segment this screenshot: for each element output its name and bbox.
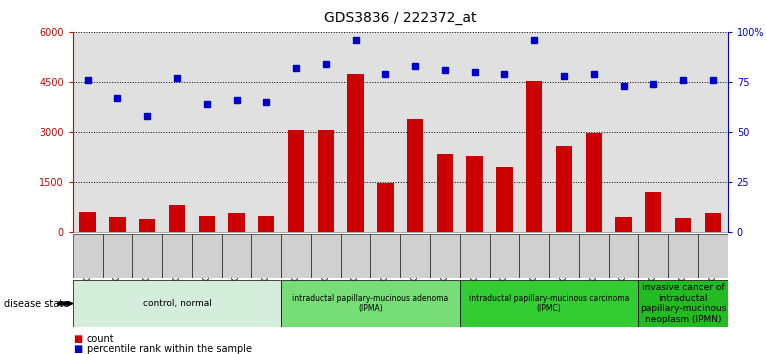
Bar	[489, 234, 519, 278]
Bar	[281, 280, 460, 327]
Text: percentile rank within the sample: percentile rank within the sample	[87, 344, 251, 354]
Text: invasive cancer of
intraductal
papillary-mucinous
neoplasm (IPMN): invasive cancer of intraductal papillary…	[640, 284, 726, 324]
Bar	[348, 74, 364, 232]
Bar	[705, 212, 721, 232]
Bar	[437, 154, 453, 232]
Text: ■: ■	[73, 344, 82, 354]
Bar	[169, 205, 185, 232]
Bar	[638, 234, 668, 278]
Bar	[496, 167, 512, 232]
Bar	[668, 234, 698, 278]
Bar	[556, 146, 572, 232]
Text: count: count	[87, 334, 114, 344]
Bar	[675, 218, 691, 232]
Bar	[80, 212, 96, 232]
Bar	[460, 280, 638, 327]
Bar	[526, 81, 542, 232]
Text: disease state: disease state	[4, 298, 69, 309]
Bar	[609, 234, 638, 278]
Bar	[221, 234, 251, 278]
Text: control, normal: control, normal	[142, 299, 211, 308]
Bar	[288, 130, 304, 232]
Bar	[645, 192, 662, 232]
Bar	[228, 213, 244, 232]
Text: intraductal papillary-mucinous carcinoma
(IPMC): intraductal papillary-mucinous carcinoma…	[469, 294, 630, 313]
Bar	[73, 280, 281, 327]
Bar	[318, 130, 334, 232]
Bar	[549, 234, 579, 278]
Bar	[281, 234, 311, 278]
Bar	[407, 119, 424, 232]
Bar	[371, 234, 401, 278]
Text: intraductal papillary-mucinous adenoma
(IPMA): intraductal papillary-mucinous adenoma (…	[293, 294, 449, 313]
Bar	[460, 234, 489, 278]
Text: GDS3836 / 222372_at: GDS3836 / 222372_at	[324, 11, 476, 25]
Bar	[133, 234, 162, 278]
Bar	[377, 183, 394, 232]
Bar	[585, 133, 602, 232]
Bar	[466, 156, 483, 232]
Bar	[198, 216, 215, 232]
Bar	[110, 217, 126, 232]
Bar	[139, 219, 155, 232]
Bar	[73, 234, 103, 278]
Text: ■: ■	[73, 334, 82, 344]
Bar	[258, 216, 274, 232]
Bar	[192, 234, 221, 278]
Bar	[519, 234, 549, 278]
Bar	[698, 234, 728, 278]
Bar	[579, 234, 609, 278]
Bar	[638, 280, 728, 327]
Bar	[311, 234, 341, 278]
Bar	[615, 217, 632, 232]
Bar	[162, 234, 192, 278]
Bar	[103, 234, 133, 278]
Bar	[341, 234, 371, 278]
Bar	[401, 234, 430, 278]
Bar	[251, 234, 281, 278]
Bar	[430, 234, 460, 278]
